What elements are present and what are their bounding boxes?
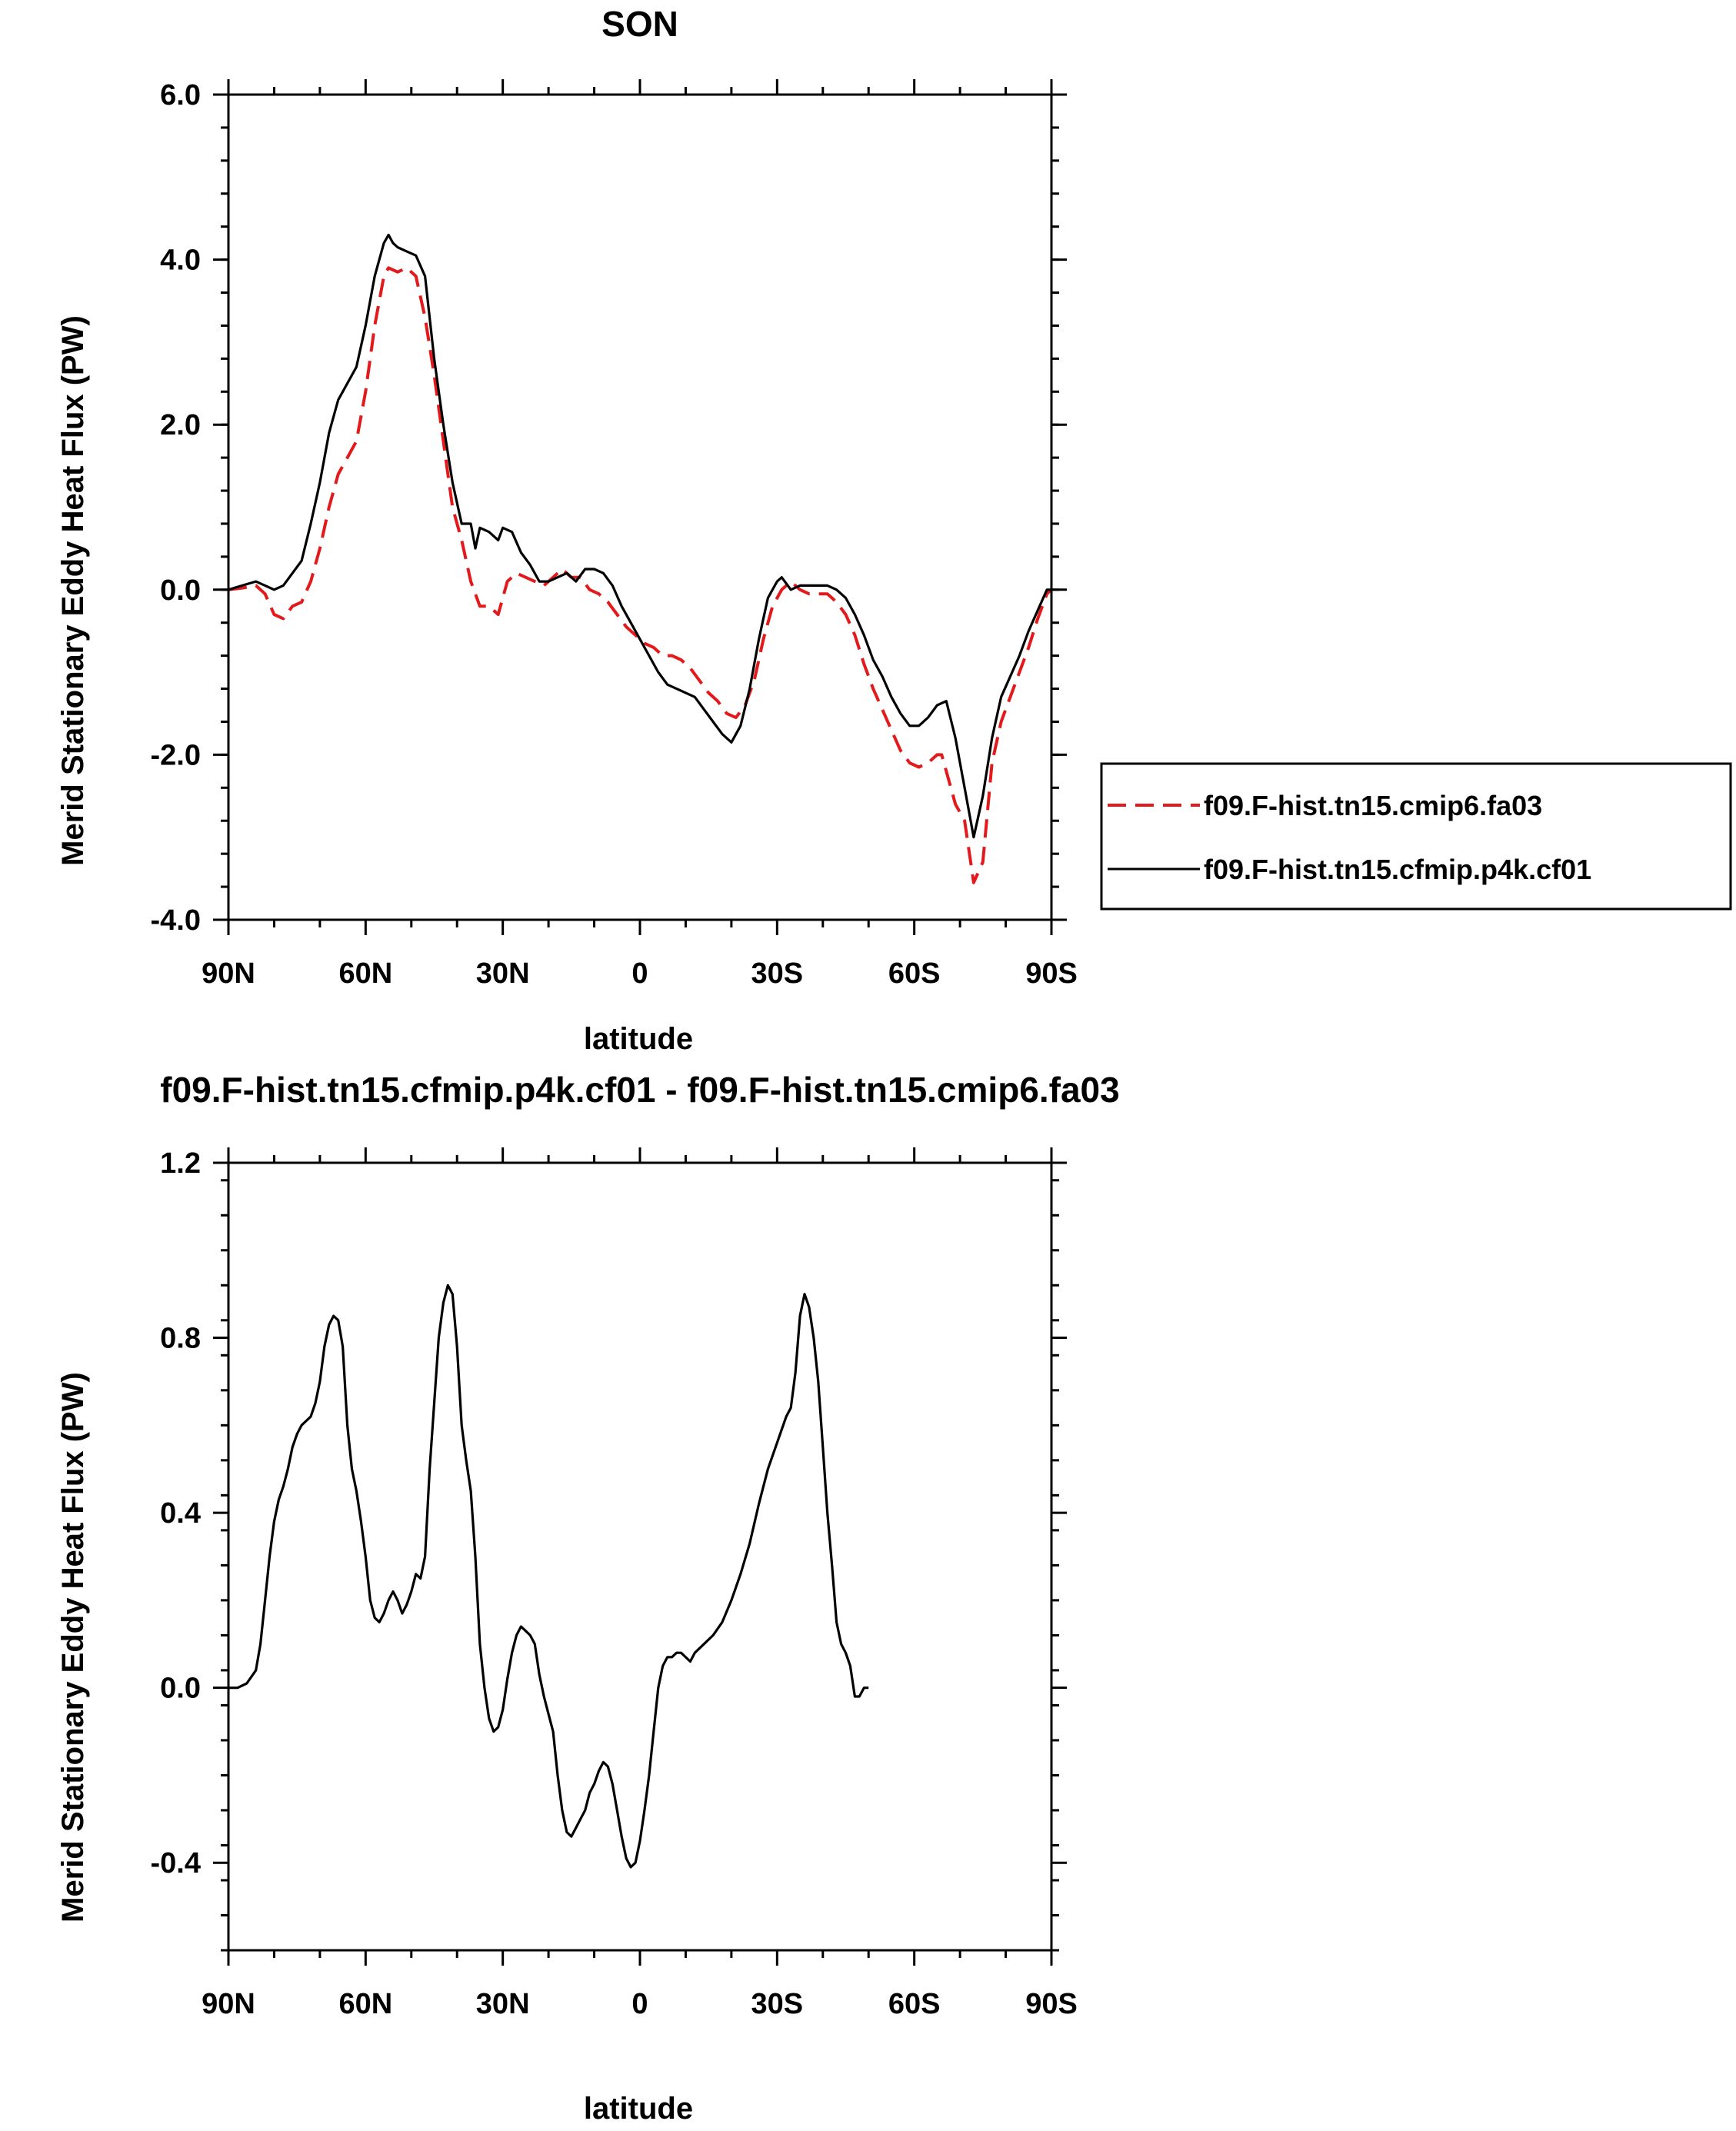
x-tick-label: 90N xyxy=(202,957,255,990)
y-tick-label: 0.4 xyxy=(160,1497,201,1530)
x-tick-label: 90S xyxy=(1025,957,1078,990)
y-tick-label: 6.0 xyxy=(160,79,201,112)
bottom-chart-frame xyxy=(227,1161,1053,1952)
x-tick-label: 30S xyxy=(751,957,804,990)
series-line-1 xyxy=(228,233,1051,839)
y-tick-label: 1.2 xyxy=(160,1147,201,1180)
x-tick-label: 30N xyxy=(476,1988,530,2020)
top-chart-x-axis-label: latitude xyxy=(584,1022,693,1056)
x-tick-label: 60S xyxy=(888,1988,941,2020)
x-tick-label: 0 xyxy=(631,957,648,990)
top-chart-title: SON xyxy=(601,4,678,44)
series-line-0 xyxy=(228,266,1053,884)
top-chart-panel: SON Merid Stationary Eddy Heat Flux (PW)… xyxy=(56,4,1732,1056)
bottom-chart-panel: f09.F-hist.tn15.cfmip.p4k.cf01 - f09.F-h… xyxy=(56,1070,1120,2126)
x-tick-label: 30N xyxy=(476,957,530,990)
x-tick-label: 30S xyxy=(751,1988,804,2020)
legend-label-cf01: f09.F-hist.tn15.cfmip.p4k.cf01 xyxy=(1204,854,1591,885)
top-chart-y-axis-label: Merid Stationary Eddy Heat Flux (PW) xyxy=(56,315,90,866)
top-chart-series xyxy=(228,233,1053,884)
series-line-0 xyxy=(228,1284,869,1869)
y-tick-label: 4.0 xyxy=(160,245,201,277)
bottom-chart-ticks: 90N 60N 30N 0 30S 60S 90S 1.2 0.8 0.4 0.0 -0.4 xyxy=(151,1147,1078,2020)
bottom-chart-x-axis-label: latitude xyxy=(584,2092,693,2126)
bottom-chart-title: f09.F-hist.tn15.cfmip.p4k.cf01 - f09.F-h… xyxy=(160,1070,1119,1110)
y-tick-label: 0.8 xyxy=(160,1323,201,1355)
x-tick-label: 60N xyxy=(338,957,392,990)
x-tick-label: 90S xyxy=(1025,1988,1078,2020)
x-tick-label: 60N xyxy=(338,1988,392,2020)
y-tick-label: -2.0 xyxy=(151,739,201,771)
top-chart-ticks: 90N 60N 30N 0 30S 60S 90S 6.0 4.0 2.0 0.0 -2.0 -4.0 xyxy=(151,79,1078,990)
bottom-chart-y-axis-label: Merid Stationary Eddy Heat Flux (PW) xyxy=(56,1372,90,1923)
y-tick-label: 0.0 xyxy=(160,1673,201,1705)
y-tick-label: 0.0 xyxy=(160,574,201,607)
y-tick-label: -0.4 xyxy=(151,1847,201,1880)
x-tick-label: 60S xyxy=(888,957,941,990)
legend-box xyxy=(1100,762,1732,911)
x-tick-label: 0 xyxy=(631,1988,648,2020)
legend-label-fa03: f09.F-hist.tn15.cmip6.fa03 xyxy=(1204,790,1542,821)
top-chart-legend: f09.F-hist.tn15.cmip6.fa03 f09.F-hist.tn… xyxy=(1100,762,1732,911)
y-tick-label: -4.0 xyxy=(151,904,201,937)
x-tick-label: 90N xyxy=(202,1988,255,2020)
y-tick-label: 2.0 xyxy=(160,409,201,441)
bottom-chart-series xyxy=(228,1284,869,1869)
top-chart-frame xyxy=(227,93,1053,921)
